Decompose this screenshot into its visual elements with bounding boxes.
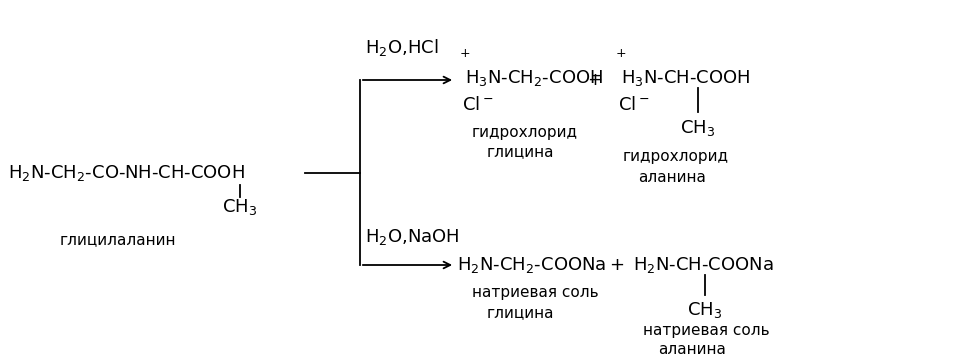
Text: H$_2$O,HCl: H$_2$O,HCl <box>365 38 438 59</box>
Text: H$_2$O,NaOH: H$_2$O,NaOH <box>365 227 459 247</box>
Text: H$_3$N-CH-COOH: H$_3$N-CH-COOH <box>621 68 750 88</box>
Text: +: + <box>610 256 624 274</box>
Text: H$_2$N-CH-COONa: H$_2$N-CH-COONa <box>633 255 773 275</box>
Text: $^+$: $^+$ <box>457 48 471 66</box>
Text: CH$_3$: CH$_3$ <box>688 300 722 320</box>
Text: $^+$: $^+$ <box>613 48 627 66</box>
Text: натриевая соль: натриевая соль <box>643 323 769 337</box>
Text: глицина: глицина <box>487 306 555 320</box>
Text: глицилаланин: глицилаланин <box>60 232 176 248</box>
Text: +: + <box>587 71 603 89</box>
Text: гидрохлорид: гидрохлорид <box>472 125 578 139</box>
Text: глицина: глицина <box>487 144 555 160</box>
Text: аланина: аланина <box>638 169 706 185</box>
Text: гидрохлорид: гидрохлорид <box>623 150 729 164</box>
Text: H$_2$N-CH$_2$-COONa: H$_2$N-CH$_2$-COONa <box>457 255 607 275</box>
Text: H$_3$N-CH$_2$-COOH: H$_3$N-CH$_2$-COOH <box>465 68 603 88</box>
Text: аланина: аланина <box>658 342 726 358</box>
Text: Cl$^-$: Cl$^-$ <box>462 96 493 114</box>
Text: H$_2$N-CH$_2$-CO-NH-CH-COOH: H$_2$N-CH$_2$-CO-NH-CH-COOH <box>8 163 245 183</box>
Text: Cl$^-$: Cl$^-$ <box>618 96 649 114</box>
Text: CH$_3$: CH$_3$ <box>222 197 258 217</box>
Text: CH$_3$: CH$_3$ <box>681 118 716 138</box>
Text: натриевая соль: натриевая соль <box>472 286 599 300</box>
